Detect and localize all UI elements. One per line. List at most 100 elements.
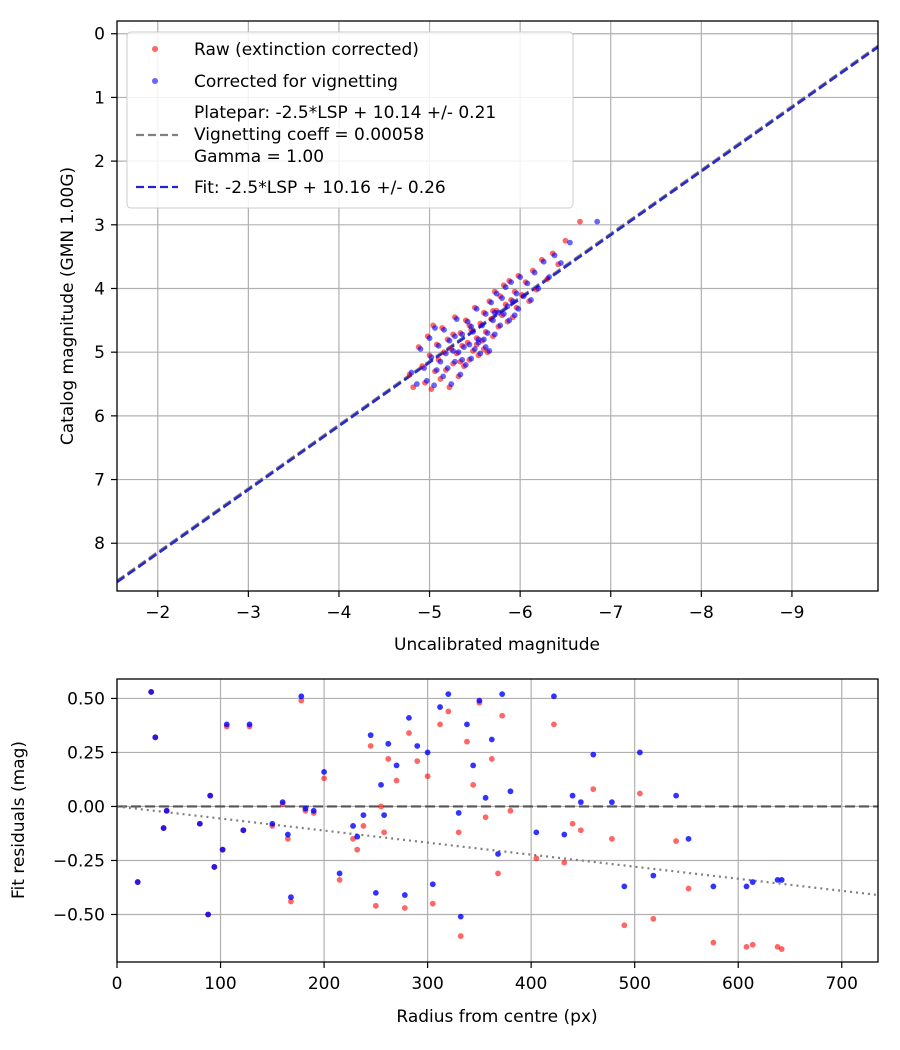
residual-raw-point (288, 898, 294, 905)
corrected-point (442, 350, 449, 357)
residual-corrected-point (778, 877, 785, 883)
residual-corrected-point (414, 743, 421, 749)
corrected-point (464, 318, 471, 325)
residual-corrected-point (288, 894, 294, 901)
legend-platepar-label-2: Vignetting coeff = 0.00058 (194, 125, 424, 145)
corrected-point (468, 323, 475, 330)
top-x-ticks: −2 −3 −4 −5 −6 −7 −8 −9 (145, 591, 804, 623)
bottom-lines (116, 805, 879, 897)
residual-corrected-point (743, 883, 750, 890)
residual-raw-point (360, 823, 367, 829)
residual-raw-point (778, 946, 785, 952)
corrected-point (488, 299, 495, 306)
residual-corrected-point (457, 913, 464, 920)
residual-corrected-point (350, 823, 356, 829)
corrected-point (471, 346, 478, 352)
corrected-point (448, 381, 455, 387)
residual-corrected-point (246, 721, 253, 728)
corrected-point (421, 365, 428, 371)
corrected-point (500, 311, 507, 317)
residual-raw-point (650, 915, 657, 922)
residual-corrected-point (284, 831, 291, 838)
bottom-y-axis-label: Fit residuals (mag) (9, 741, 29, 899)
corrected-point (513, 290, 520, 297)
bottom-x-tick-label: 400 (515, 974, 547, 994)
top-y-tick-label: 2 (94, 152, 105, 172)
residual-corrected-point (495, 851, 501, 857)
corrected-point (433, 367, 440, 373)
residual-raw-point (393, 777, 400, 784)
residual-corrected-point (673, 792, 680, 799)
residual-raw-point (298, 697, 305, 704)
corrected-point (413, 381, 420, 387)
corrected-point (481, 336, 487, 343)
residual-corrected-point (533, 829, 540, 836)
residual-raw-point (743, 943, 750, 950)
residual-corrected-point (160, 825, 167, 831)
legend-platepar-label-1: Platepar: -2.5*LSP + 10.14 +/- 0.21 (194, 103, 496, 123)
residual-raw-point (414, 758, 421, 764)
residual-corrected-point (360, 812, 367, 818)
corrected-point (426, 335, 433, 342)
corrected-point (551, 252, 558, 259)
residual-corrected-point (609, 799, 615, 806)
vignetting-trend-line (116, 805, 879, 897)
residual-corrected-point (650, 872, 657, 879)
corrected-point (470, 328, 476, 335)
bottom-x-tick-label: 300 (411, 974, 443, 994)
residual-corrected-point (381, 812, 388, 818)
residual-corrected-point (336, 870, 343, 877)
residual-raw-point (551, 721, 557, 728)
residual-corrected-point (163, 807, 170, 814)
raw-point (577, 218, 583, 225)
corrected-point (528, 297, 534, 303)
bottom-axes-frame (116, 678, 879, 963)
legend-raw-marker (152, 46, 158, 52)
corrected-point (491, 331, 498, 338)
residual-corrected-point (211, 864, 218, 870)
corrected-point (506, 317, 513, 324)
residual-raw-point (437, 721, 443, 728)
corrected-point (546, 274, 553, 280)
bottom-y-tick-label: −0.25 (53, 851, 105, 871)
residual-raw-point (336, 877, 343, 883)
top-x-axis-label: Uncalibrated magnitude (394, 635, 600, 655)
corrected-point (457, 371, 464, 378)
residual-raw-point (710, 939, 717, 946)
corrected-point (428, 354, 435, 361)
residual-corrected-point (367, 732, 374, 739)
bottom-x-tick-label: 100 (204, 974, 236, 994)
top-x-tick-label: −5 (417, 603, 442, 623)
residual-raw-point (499, 712, 506, 719)
corrected-point (455, 349, 462, 356)
top-y-tick-label: 7 (94, 471, 105, 491)
top-y-axis-label: Catalog magnitude (GMN 1.00G) (58, 167, 78, 445)
corrected-point (459, 356, 466, 363)
corrected-point (440, 373, 447, 380)
top-points (406, 218, 601, 393)
top-x-tick-label: −3 (236, 603, 261, 623)
corrected-point (497, 322, 504, 329)
residual-raw-point (321, 775, 327, 782)
corrected-point (446, 337, 453, 344)
residual-corrected-point (205, 911, 212, 918)
residual-raw-point (533, 855, 540, 862)
corrected-point (558, 260, 564, 266)
legend-corrected-label: Corrected for vignetting (194, 72, 398, 92)
corrected-point (432, 325, 438, 331)
residual-raw-point (569, 820, 576, 827)
residual-corrected-point (551, 693, 557, 700)
residual-corrected-point (393, 762, 400, 769)
corrected-point (452, 333, 458, 340)
corrected-point (504, 303, 511, 310)
residual-corrected-point (372, 889, 379, 896)
corrected-point (594, 218, 601, 225)
corrected-point (493, 290, 500, 297)
corrected-point (408, 369, 415, 376)
residual-raw-point (406, 730, 412, 736)
bottom-x-tick-label: 500 (618, 974, 650, 994)
residual-raw-point (673, 838, 680, 844)
legend-corrected-marker (152, 78, 158, 84)
bottom-x-tick-label: 600 (722, 974, 754, 994)
